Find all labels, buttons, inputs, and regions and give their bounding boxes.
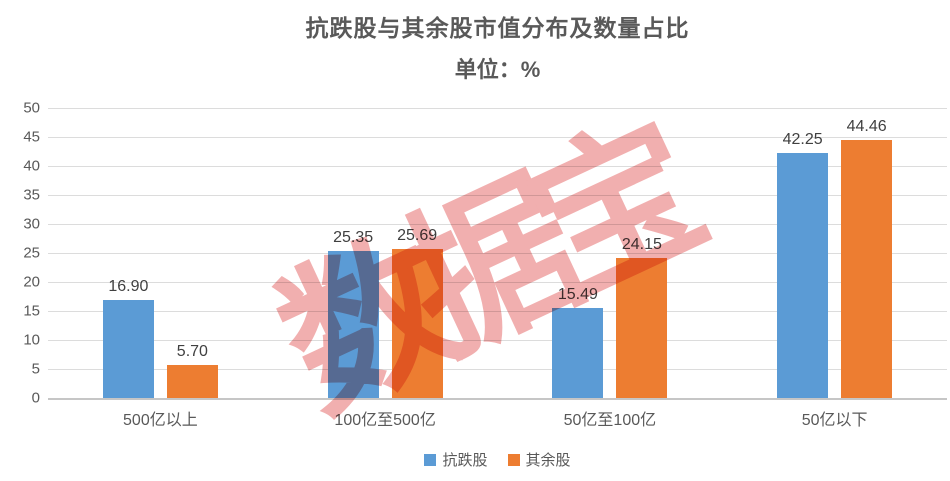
bar-抗跌股 — [327, 250, 379, 398]
bar-value-label: 42.25 — [782, 130, 823, 148]
gridline — [48, 282, 947, 283]
bar-value-label: 15.49 — [557, 286, 598, 304]
bar-其余股 — [166, 364, 218, 398]
bar-其余股 — [391, 249, 443, 398]
x-axis-label: 50亿至100亿 — [563, 412, 657, 429]
y-tick-label: 5 — [31, 360, 40, 378]
bar-其余股 — [841, 140, 893, 398]
bar-with-label: 44.46 — [841, 118, 893, 398]
gridline — [48, 253, 947, 254]
y-tick-label: 20 — [23, 273, 40, 291]
bar-group: 42.25 44.46 — [722, 108, 947, 398]
legend: 抗跌股 其余股 — [48, 449, 947, 470]
bar-抗跌股 — [777, 152, 829, 398]
plot-area: 16.90 5.70 25.35 25.69 15.49 24.15 42.25 44.46 — [48, 108, 947, 400]
legend-swatch — [424, 453, 437, 466]
gridline — [48, 224, 947, 225]
y-tick-label: 30 — [23, 215, 40, 233]
bar-抗跌股 — [552, 308, 604, 398]
y-tick-label: 15 — [23, 302, 40, 320]
y-tick-label: 10 — [23, 331, 40, 349]
chart-title: 抗跌股与其余股市值分布及数量占比 — [305, 15, 690, 41]
gridline — [48, 137, 947, 138]
bar-with-label: 42.25 — [777, 130, 829, 398]
x-axis-label: 100亿至500亿 — [334, 412, 436, 429]
y-tick-label: 40 — [23, 157, 40, 175]
gridline — [48, 108, 947, 109]
gridline — [48, 166, 947, 167]
legend-item: 其余股 — [507, 449, 571, 470]
y-tick-label: 35 — [23, 186, 40, 204]
bar-group: 25.35 25.69 — [273, 108, 498, 398]
bar-value-label: 44.46 — [846, 118, 887, 136]
legend-item: 抗跌股 — [424, 449, 488, 470]
y-tick-label: 45 — [23, 128, 40, 146]
x-axis-label: 50亿以下 — [801, 412, 868, 429]
y-tick-label: 25 — [23, 244, 40, 262]
bar-with-label: 25.35 — [327, 228, 379, 398]
gridline — [48, 340, 947, 341]
gridline — [48, 195, 947, 196]
bar-抗跌股 — [102, 299, 154, 398]
bar-value-label: 25.35 — [333, 228, 374, 246]
y-tick-label: 50 — [23, 99, 40, 117]
gridline — [48, 369, 947, 370]
bar-value-label: 24.15 — [621, 235, 662, 253]
bar-with-label: 25.69 — [391, 227, 443, 398]
legend-label: 其余股 — [525, 452, 571, 469]
bar-value-label: 25.69 — [397, 227, 438, 244]
bar-with-label: 24.15 — [616, 235, 668, 398]
x-axis-line — [48, 398, 947, 400]
bar-其余股 — [616, 257, 668, 398]
y-tick-label: 0 — [31, 389, 40, 407]
legend-label: 抗跌股 — [442, 452, 488, 469]
legend-swatch — [507, 453, 520, 466]
gridline — [48, 311, 947, 312]
bar-value-label: 16.90 — [108, 277, 149, 295]
bar-value-label: 5.70 — [176, 342, 208, 360]
bar-with-label: 16.90 — [102, 277, 154, 398]
bar-with-label: 5.70 — [166, 342, 218, 398]
chart-subtitle: 单位：% — [454, 57, 541, 82]
bar-group: 15.49 24.15 — [498, 108, 723, 398]
bar-with-label: 15.49 — [552, 286, 604, 398]
x-axis-label: 500亿以上 — [123, 412, 198, 429]
bar-group: 16.90 5.70 — [48, 108, 273, 398]
